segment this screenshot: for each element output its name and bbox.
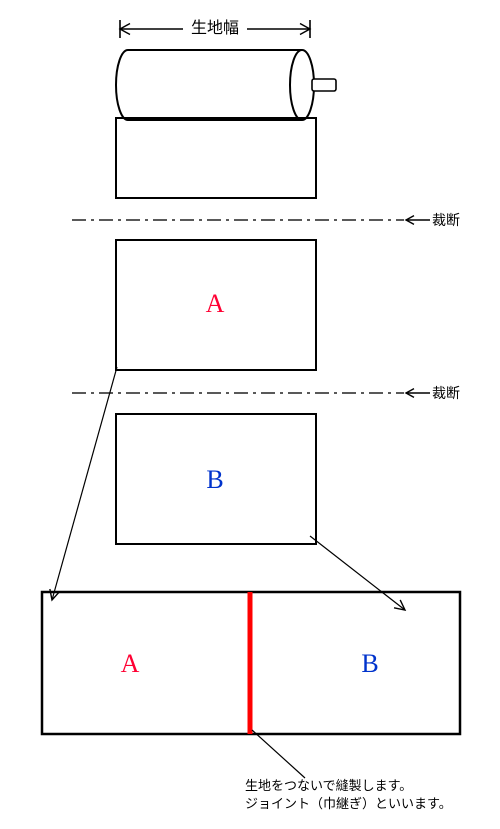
seam-callout-line [252,730,305,778]
fabric-width-label: 生地幅 [191,19,239,37]
caption-line-2: ジョイント（巾継ぎ）といいます。 [245,796,452,811]
cut-label: 裁断 [432,386,460,402]
hanging-panel [116,118,316,198]
panel-b-label: B [206,465,223,494]
cut-label: 裁断 [432,213,460,229]
caption-line-1: 生地をつないで縫製します。 [245,778,412,793]
panel-a-bottom-label: A [121,649,140,678]
panel-b-bottom-label: B [361,649,378,678]
panel-a-label: A [206,289,225,318]
